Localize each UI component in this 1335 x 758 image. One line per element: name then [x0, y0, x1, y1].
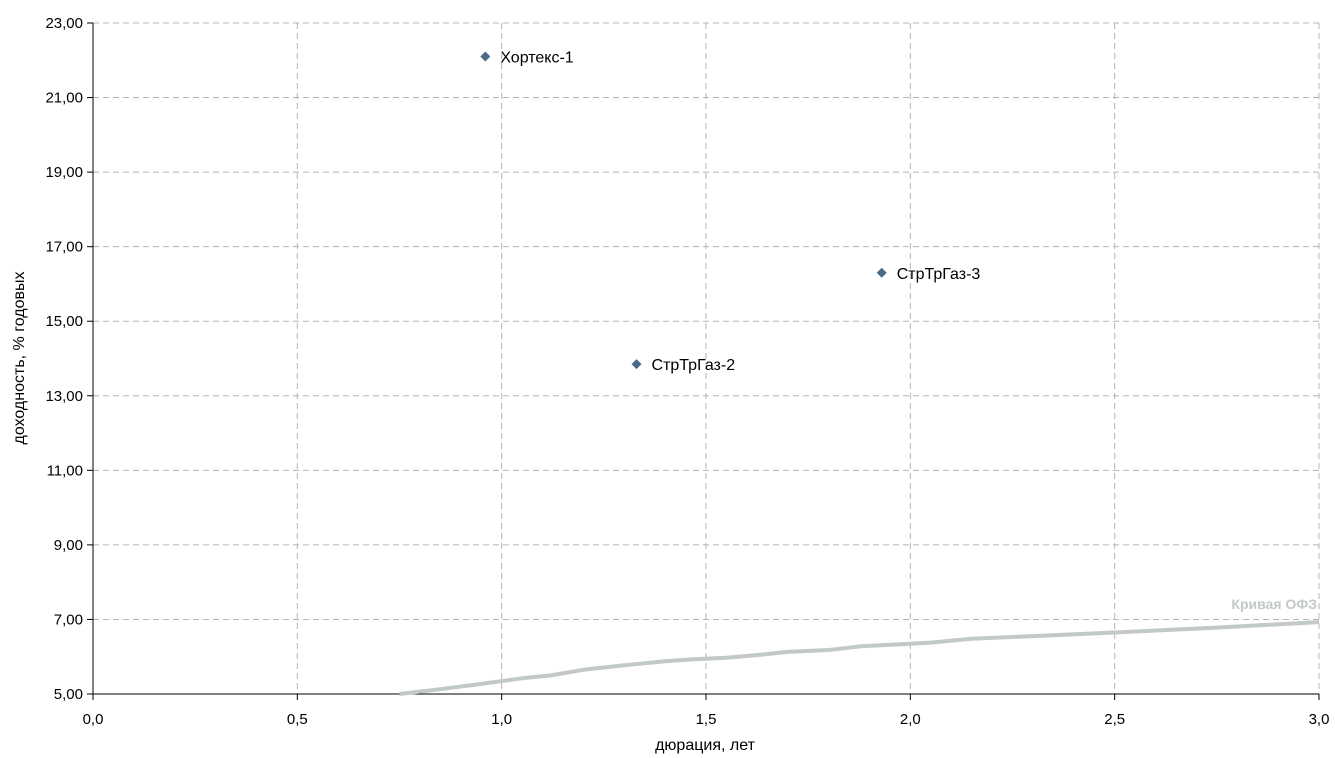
y-tick-label: 11,00: [47, 462, 83, 479]
x-tick-label: 1,0: [491, 711, 512, 728]
data-point-marker: [631, 359, 642, 370]
x-tick-label: 0,0: [83, 711, 104, 728]
axes: [87, 22, 1320, 700]
tick-labels: 5,00 7,00 9,00 11,00 13,00 15,00 17,00 19,00 21,…: [45, 15, 1329, 728]
y-tick-label: 17,00: [45, 239, 83, 256]
ofz-curve-label: Кривая ОФЗ: [1231, 596, 1317, 612]
y-axis-title: доходность, % годовых: [11, 272, 28, 445]
data-point-label: Хортекс-1: [500, 50, 573, 67]
data-point-marker: [480, 51, 491, 62]
y-tick-label: 5,00: [54, 686, 83, 703]
bond-points: Хортекс-1 СтрТрГаз-2 СтрТрГаз-3: [480, 50, 981, 374]
x-tick-label: 2,0: [900, 711, 921, 728]
data-point-label: СтрТрГаз-2: [652, 357, 736, 374]
y-tick-label: 15,00: [45, 313, 83, 330]
y-tick-label: 7,00: [54, 611, 83, 628]
ofz-curve: Кривая ОФЗ: [399, 596, 1320, 696]
x-tick-label: 2,5: [1104, 711, 1125, 728]
x-tick-label: 0,5: [287, 711, 308, 728]
y-tick-label: 13,00: [45, 388, 83, 405]
y-tick-label: 23,00: [45, 15, 83, 32]
data-point-label: СтрТрГаз-3: [897, 266, 981, 283]
ofz-curve-line: [399, 620, 1320, 696]
grid-lines: [93, 22, 1320, 694]
y-tick-label: 9,00: [54, 537, 83, 554]
x-axis-title: дюрация, лет: [655, 737, 755, 754]
y-tick-label: 21,00: [45, 90, 83, 107]
x-tick-label: 1,5: [696, 711, 717, 728]
x-tick-label: 3,0: [1309, 711, 1330, 728]
y-tick-label: 19,00: [45, 164, 83, 181]
data-point-marker: [876, 267, 887, 278]
